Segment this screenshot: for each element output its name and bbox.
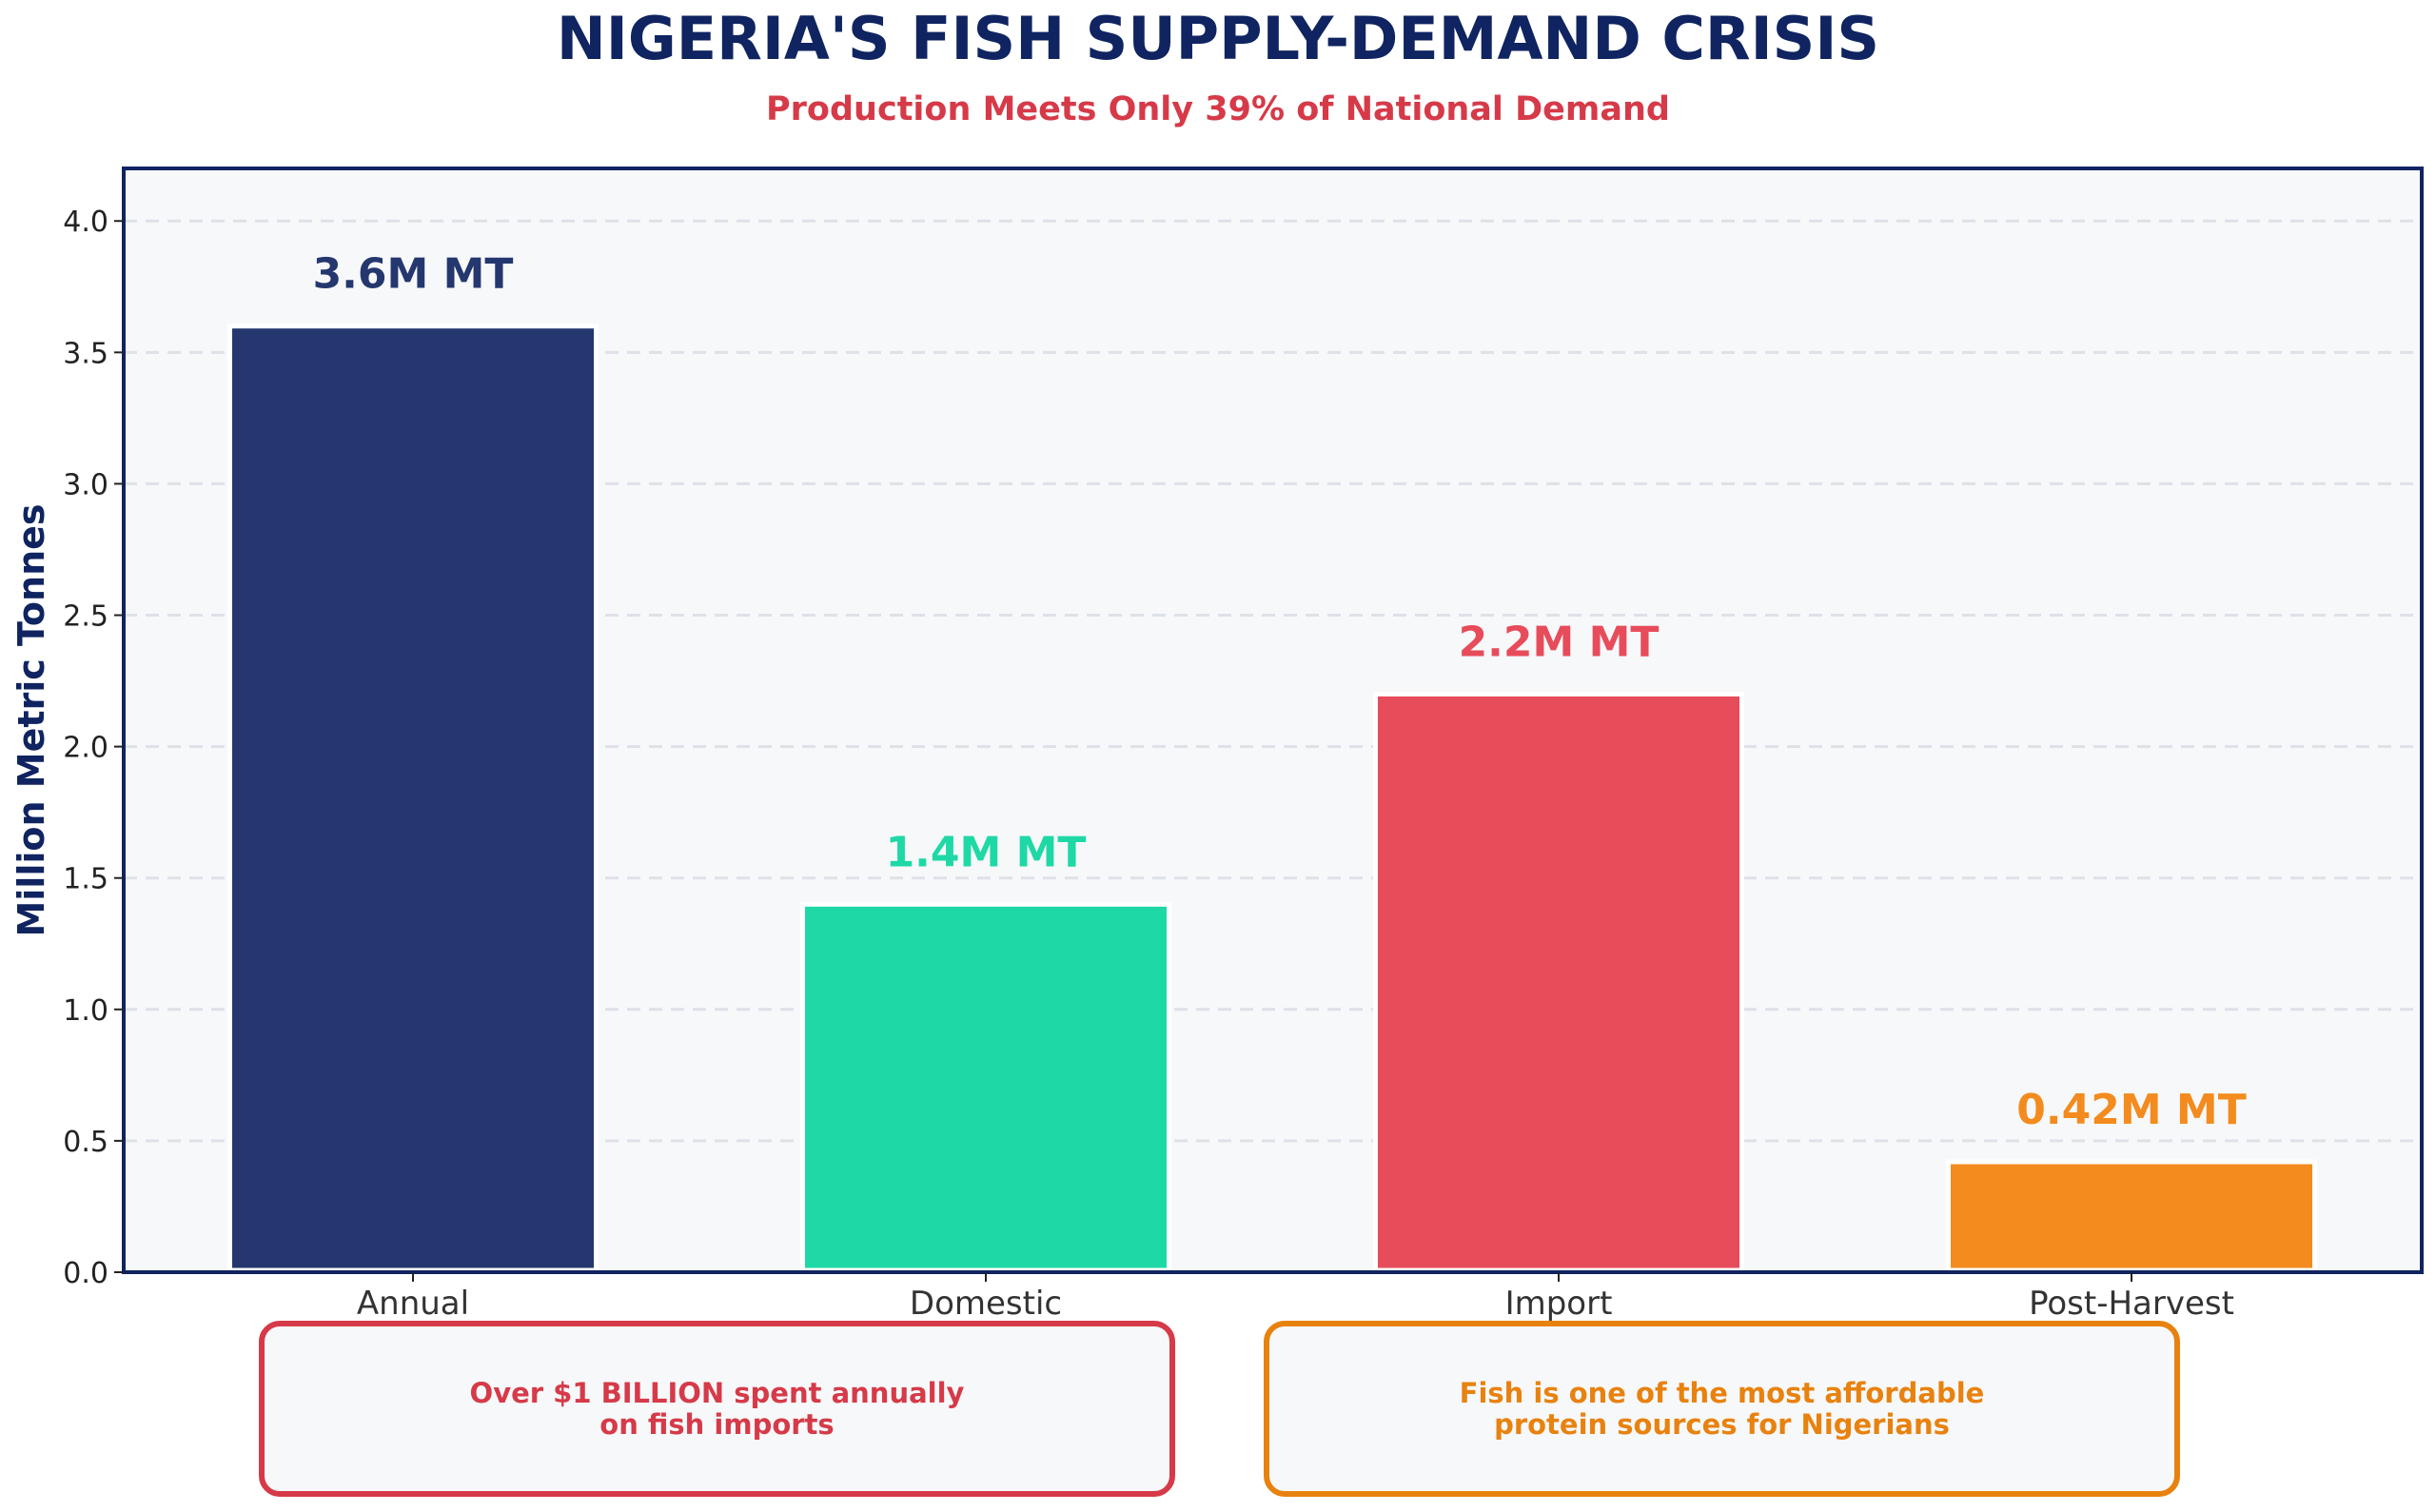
- x-axis-ticks: Annual Domestic Import Post-Harvest: [357, 1272, 2234, 1323]
- data-label: 1.4M MT: [886, 828, 1087, 876]
- bar-post-harvest: [1946, 1159, 2317, 1273]
- y-axis-ticks: 0.0 0.5 1.0 1.5 2.0 2.5 3.0 3.5 4.0: [63, 206, 124, 1290]
- chart-title: NIGERIA'S FISH SUPPLY-DEMAND CRISIS: [557, 4, 1879, 73]
- plot-frame: [122, 167, 2424, 1274]
- y-tick-label: 2.0: [63, 732, 108, 765]
- y-tick-label: 4.0: [63, 206, 108, 239]
- x-tick-label: Domestic: [910, 1285, 1062, 1323]
- y-tick-label: 0.0: [63, 1257, 108, 1290]
- affordable-protein-text: Fish is one of the most affordable prote…: [1459, 1376, 1985, 1441]
- y-tick-label: 1.0: [63, 994, 108, 1028]
- y-tick-label: 3.5: [63, 337, 108, 370]
- chart-subtitle: Production Meets Only 39% of National De…: [766, 90, 1670, 128]
- y-tick-label: 1.5: [63, 863, 108, 896]
- y-tick-label: 3.0: [63, 468, 108, 501]
- data-label: 0.42M MT: [2016, 1086, 2246, 1134]
- y-axis-label: Million Metric Tonnes: [10, 503, 52, 936]
- data-label: 2.2M MT: [1459, 618, 1660, 666]
- y-tick-label: 2.5: [63, 600, 108, 634]
- bars: [227, 324, 2317, 1273]
- imports-cost-text: Over $1 BILLION spent annually on fish i…: [469, 1376, 965, 1441]
- bar-domestic: [800, 901, 1171, 1273]
- bar-import: [1373, 691, 1744, 1273]
- data-labels: 3.6M MT 1.4M MT 2.2M MT 0.42M MT: [313, 250, 2247, 1134]
- y-tick-label: 0.5: [63, 1126, 108, 1159]
- bar-annual: [227, 324, 599, 1273]
- x-tick-label: Post-Harvest: [2029, 1285, 2234, 1323]
- x-tick-label: Annual: [357, 1285, 469, 1323]
- x-tick-label: Import: [1505, 1285, 1613, 1323]
- data-label: 3.6M MT: [313, 250, 514, 299]
- imports-cost-callout: Over $1 BILLION spent annually on fish i…: [259, 1321, 1175, 1497]
- affordable-protein-callout: Fish is one of the most affordable prote…: [1264, 1321, 2180, 1497]
